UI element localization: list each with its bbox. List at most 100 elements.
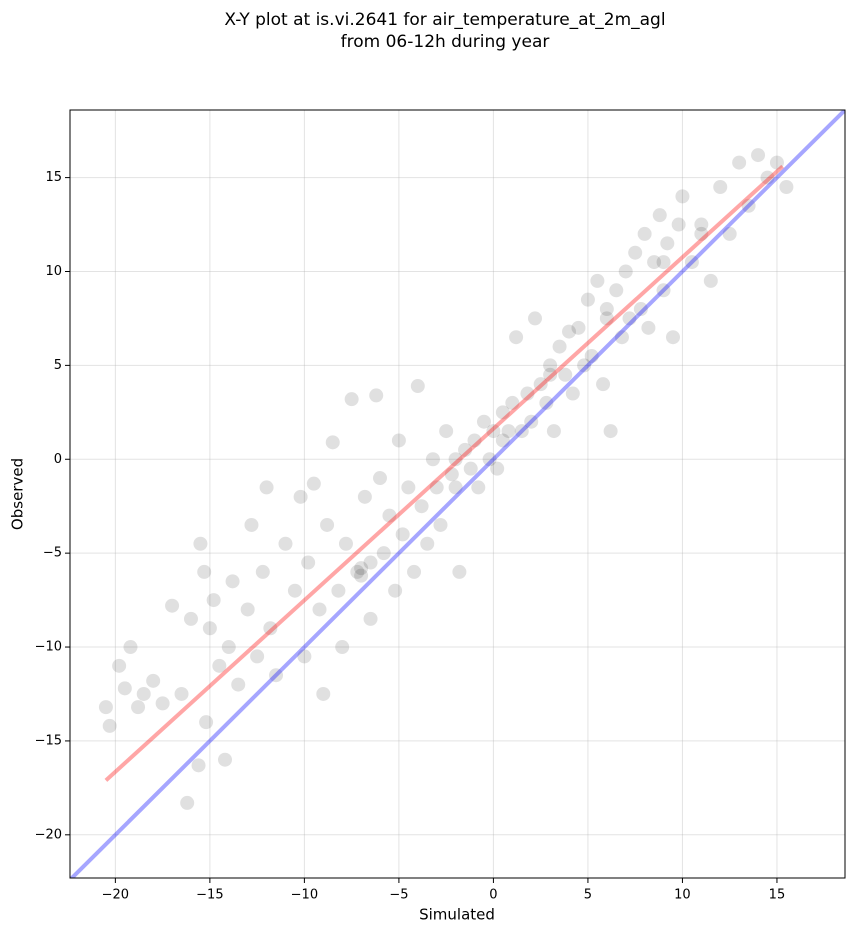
x-tick-label: −10 [291, 888, 318, 903]
scatter-point [306, 476, 321, 491]
scatter-point [382, 508, 397, 523]
scatter-point [452, 564, 467, 579]
scatter-point [240, 602, 255, 617]
x-tick-label: 0 [489, 888, 497, 903]
scatter-point [458, 442, 473, 457]
scatter-point [414, 499, 429, 514]
scatter-point [652, 208, 667, 223]
scatter-point [732, 155, 747, 170]
scatter-point [546, 424, 561, 439]
y-tick-label: −10 [35, 640, 62, 655]
scatter-point [357, 489, 372, 504]
scatter-point [350, 564, 365, 579]
fit-line [70, 110, 845, 878]
scatter-point [760, 170, 775, 185]
scatter-point [401, 480, 416, 495]
scatter-point [656, 283, 671, 298]
scatter-point [509, 330, 524, 345]
scatter-point [301, 555, 316, 570]
scatter-point [278, 536, 293, 551]
scatter-point [388, 583, 403, 598]
y-tick-label: −20 [35, 827, 62, 842]
scatter-point [263, 621, 278, 636]
y-tick-label: −15 [35, 733, 62, 748]
scatter-point [539, 395, 554, 410]
scatter-point [495, 433, 510, 448]
scatter-point [193, 536, 208, 551]
scatter-point [212, 658, 227, 673]
scatter-point [482, 452, 497, 467]
scatter-point [221, 640, 236, 655]
scatter-point [354, 568, 369, 583]
scatter-point [501, 424, 516, 439]
y-tick-label: 5 [54, 358, 62, 373]
scatter-point [528, 311, 542, 326]
scatter-point [603, 424, 618, 439]
scatter-point [312, 602, 327, 617]
scatter-point [136, 686, 151, 701]
scatter-point [183, 611, 198, 626]
scatter-point [741, 198, 756, 213]
scatter-point [769, 155, 784, 170]
scatter-point [165, 598, 180, 613]
scatter-point [131, 700, 146, 715]
scatter-point [98, 700, 113, 715]
scatter-point [505, 395, 520, 410]
scatter-point [577, 358, 592, 373]
scatter-point [123, 640, 138, 655]
scatter-point [558, 367, 573, 382]
scatter-point [250, 649, 265, 664]
scatter-point [524, 414, 539, 429]
scatter-point [439, 424, 454, 439]
scatter-point [199, 715, 214, 730]
scatter-point [533, 377, 548, 392]
scatter-point [628, 245, 643, 260]
scatter-point [231, 677, 246, 692]
scatter-point [444, 467, 459, 482]
scatter-point [206, 593, 221, 608]
scatter-point [779, 179, 794, 194]
chart-title: X-Y plot at is.vi.2641 for air_temperatu… [224, 10, 665, 30]
scatter-point [571, 320, 586, 335]
scatter-point [316, 686, 331, 701]
scatter-point [614, 330, 629, 345]
scatter-point [471, 480, 486, 495]
scatter-point [476, 414, 491, 429]
scatter-point [448, 480, 463, 495]
scatter-point [202, 621, 217, 636]
scatter-point [363, 611, 378, 626]
y-tick-label: 0 [54, 452, 62, 467]
scatter-point [609, 283, 624, 298]
scatter-point [354, 561, 369, 576]
scatter-point [410, 379, 425, 394]
scatter-point [433, 517, 448, 532]
scatter-point [656, 255, 671, 270]
scatter-point [495, 405, 510, 420]
scatter-point [637, 226, 652, 241]
y-tick-label: 15 [45, 170, 62, 185]
x-axis-label: Simulated [419, 906, 495, 924]
x-tick-label: −15 [196, 888, 223, 903]
scatter-point [618, 264, 633, 279]
chart-subtitle: from 06-12h during year [341, 32, 550, 52]
scatter-point [369, 388, 384, 403]
scatter-point [376, 546, 391, 561]
scatter-point [490, 461, 505, 476]
y-tick-label: −5 [43, 546, 62, 561]
x-tick-label: 15 [769, 888, 786, 903]
scatter-point [599, 302, 614, 317]
scatter-point [703, 273, 718, 288]
scatter-point [641, 320, 656, 335]
scatter-point [180, 795, 195, 810]
axes-frame [69, 109, 846, 879]
y-tick-label: 10 [45, 264, 62, 279]
scatter-point [552, 339, 567, 354]
x-tick-label: 5 [584, 888, 592, 903]
scatter-point [320, 517, 335, 532]
scatter-point [407, 564, 422, 579]
scatter-point [647, 255, 662, 270]
scatter-point [543, 367, 558, 382]
scatter-point [520, 386, 535, 401]
scatter-point [584, 348, 599, 363]
